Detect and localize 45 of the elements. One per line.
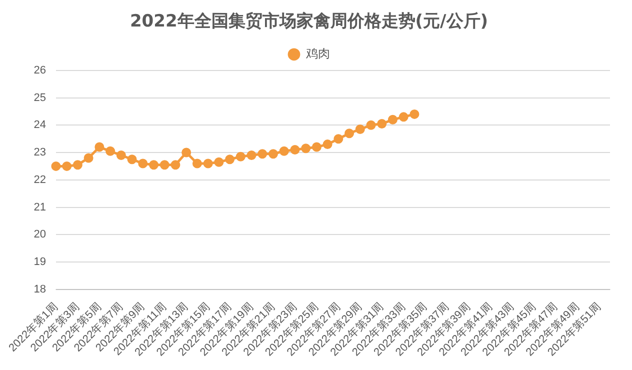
point xyxy=(51,161,61,171)
point xyxy=(160,160,170,170)
point xyxy=(344,128,354,138)
y-tick-label: 18 xyxy=(34,283,46,296)
point xyxy=(258,149,268,159)
point xyxy=(225,154,235,164)
point xyxy=(312,142,322,152)
point xyxy=(148,160,158,170)
point xyxy=(301,144,311,154)
y-tick-label: 24 xyxy=(34,119,46,132)
point xyxy=(182,148,192,158)
point xyxy=(192,158,202,168)
chart-title: 2022年全国集贸市场家禽周价格走势(元/公斤) xyxy=(130,12,488,32)
point xyxy=(377,119,387,129)
point xyxy=(214,157,224,167)
y-tick-label: 20 xyxy=(34,228,46,241)
y-tick-label: 25 xyxy=(34,92,46,104)
legend-label: 鸡肉 xyxy=(305,46,330,61)
point xyxy=(106,146,116,156)
point xyxy=(84,153,94,163)
y-tick-label: 23 xyxy=(34,146,46,159)
point xyxy=(410,109,420,119)
point xyxy=(62,161,72,171)
point xyxy=(268,149,278,159)
point xyxy=(388,114,398,124)
point xyxy=(138,158,148,168)
point xyxy=(203,158,213,168)
point xyxy=(279,146,289,156)
y-tick-label: 22 xyxy=(34,174,46,186)
point xyxy=(366,120,376,130)
point xyxy=(127,154,137,164)
point xyxy=(170,160,180,170)
y-tick-label: 26 xyxy=(34,64,46,76)
point xyxy=(322,140,332,150)
point xyxy=(334,134,344,144)
point xyxy=(398,112,408,122)
point xyxy=(290,145,300,155)
y-tick-label: 21 xyxy=(34,201,46,214)
point xyxy=(72,160,82,170)
point xyxy=(94,142,104,152)
point xyxy=(355,124,365,134)
y-tick-label: 19 xyxy=(34,256,46,268)
point xyxy=(236,152,246,162)
point xyxy=(246,150,256,160)
point xyxy=(116,150,126,160)
